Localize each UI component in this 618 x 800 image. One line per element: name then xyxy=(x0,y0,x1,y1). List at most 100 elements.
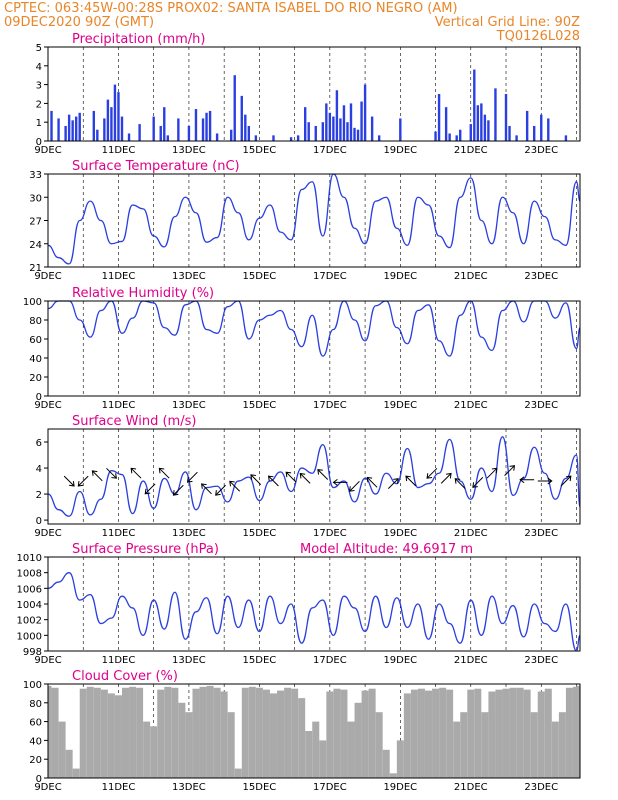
precip-bar xyxy=(459,129,462,141)
wind-x-tick-label: 11DEC xyxy=(102,528,136,539)
precip-bar xyxy=(74,116,78,141)
wind-x-tick-label: 9DEC xyxy=(34,528,61,539)
cloud-cover-column xyxy=(93,687,101,778)
precip-bar xyxy=(187,125,191,141)
precip-bar xyxy=(504,94,508,141)
precip-bar xyxy=(96,129,99,141)
wind-direction-arrow xyxy=(472,477,484,488)
cloud-cover-column xyxy=(530,712,538,778)
wind-direction-arrow xyxy=(201,483,212,495)
wind-direction-arrow xyxy=(317,469,329,480)
wind-y-tick-label: 6 xyxy=(36,438,42,449)
cloud-cover-column xyxy=(220,691,228,778)
cloud-y-tick-label: 20 xyxy=(29,755,42,766)
precip-x-tick-label: 15DEC xyxy=(243,145,277,156)
precip-bar xyxy=(110,107,113,141)
precip-bar xyxy=(67,114,71,141)
precip-panel-title: Precipitation (mm/h) xyxy=(72,32,205,47)
precip-bar xyxy=(103,118,106,141)
cloud-cover-column xyxy=(65,749,73,778)
cloud-cover-column xyxy=(417,688,425,778)
wind-direction-arrow xyxy=(440,472,452,484)
header-station-line: CPTEC: 063:45W-00:28S PROX02: SANTA ISAB… xyxy=(4,1,458,16)
precip-bar xyxy=(230,129,233,141)
precip-bar xyxy=(335,90,339,141)
cloud-cover-column xyxy=(122,687,130,778)
cloud-cover-column xyxy=(389,773,397,778)
precip-x-tick-label: 19DEC xyxy=(383,145,417,156)
wind-direction-arrow xyxy=(387,478,399,489)
cloud-cover-column xyxy=(495,689,503,778)
cloud-cover-column xyxy=(474,688,482,778)
pressure-x-tick-label: 13DEC xyxy=(172,655,206,666)
temperature-x-tick-label: 23DEC xyxy=(524,271,558,282)
humidity-x-tick-label: 9DEC xyxy=(34,400,61,411)
precip-bar xyxy=(163,107,166,141)
cloud-cover-column xyxy=(100,689,108,778)
wind-y-tick-label: 0 xyxy=(36,516,42,527)
cloud-cover-column xyxy=(241,687,249,778)
header-grid-line-note: Vertical Grid Line: 90Z xyxy=(435,15,580,30)
precip-bar xyxy=(399,118,402,141)
wind-direction-arrow xyxy=(299,472,311,484)
cloud-cover-column xyxy=(192,688,200,778)
precip-bar xyxy=(57,118,60,141)
precip-x-tick-label: 9DEC xyxy=(34,145,61,156)
panel-wind: 0 2 4 6 9DEC 11DEC 13DEC 15DEC 17DEC 19DEC 21DEC 23… xyxy=(34,414,581,539)
cloud-cover-column xyxy=(481,712,489,778)
header-run-date: 09DEC2020 90Z (GMT) xyxy=(4,15,154,30)
cloud-cover-column xyxy=(446,689,454,778)
cloud-cover-column xyxy=(178,702,186,778)
wind-direction-arrow xyxy=(91,470,103,482)
precip-bar xyxy=(353,127,356,141)
cloud-cover-column xyxy=(107,693,115,778)
precip-y-tick-label: 0 xyxy=(36,137,42,148)
precip-x-tick-label: 13DEC xyxy=(172,145,206,156)
precip-bar xyxy=(92,110,96,141)
wind-direction-arrow xyxy=(172,484,184,496)
cloud-cover-column xyxy=(439,687,447,778)
precip-bar xyxy=(289,137,293,141)
cloud-x-tick-label: 19DEC xyxy=(383,782,417,793)
cloud-cover-column xyxy=(79,688,87,778)
cloud-cover-column xyxy=(234,768,242,778)
temperature-y-tick-label: 24 xyxy=(29,240,42,251)
temperature-y-tick-label: 30 xyxy=(29,193,42,204)
precip-bar xyxy=(494,88,497,141)
cloud-cover-column xyxy=(488,691,496,778)
precip-bar xyxy=(177,118,180,141)
cloud-y-tick-label: 60 xyxy=(29,718,42,729)
wind-y-tick-label: 4 xyxy=(36,464,42,475)
wind-direction-arrow xyxy=(537,477,553,485)
cloud-cover-column xyxy=(425,690,433,778)
precip-bar xyxy=(515,135,518,141)
precip-bar xyxy=(138,124,141,141)
cloud-cover-column xyxy=(551,721,559,778)
pressure-y-tick-label: 1000 xyxy=(17,631,42,642)
cloud-panel-title: Cloud Cover (%) xyxy=(72,669,178,684)
humidity-y-tick-label: 0 xyxy=(36,392,42,403)
cloud-cover-column xyxy=(51,687,59,778)
precip-bar xyxy=(78,112,81,141)
humidity-x-tick-label: 19DEC xyxy=(383,400,417,411)
cloud-cover-column xyxy=(467,689,475,778)
cloud-x-tick-label: 17DEC xyxy=(313,782,347,793)
cloud-cover-column xyxy=(58,721,66,778)
cloud-y-tick-label: 40 xyxy=(29,736,42,747)
cloud-cover-column xyxy=(537,691,545,778)
header-model-id: TQ0126L028 xyxy=(496,29,580,44)
precip-bar xyxy=(244,114,247,141)
wind-direction-arrow xyxy=(454,478,466,489)
cloud-cover-column xyxy=(460,712,468,778)
cloud-cover-column xyxy=(326,691,334,778)
pressure-y-tick-label: 1006 xyxy=(17,584,42,595)
precip-bar xyxy=(540,114,543,141)
cloud-cover-column xyxy=(291,688,299,778)
precip-bar xyxy=(437,94,441,141)
model-altitude-annotation: Model Altitude: 49.6917 m xyxy=(300,542,473,557)
panel-temperature: 21 24 27 30 33 9DEC 11DEC 13DEC 15DEC 17DEC 19DEC 2… xyxy=(29,159,581,282)
wind-direction-arrow xyxy=(106,467,117,479)
temperature-y-tick-label: 27 xyxy=(29,217,42,228)
humidity-y-tick-label: 80 xyxy=(29,316,42,327)
